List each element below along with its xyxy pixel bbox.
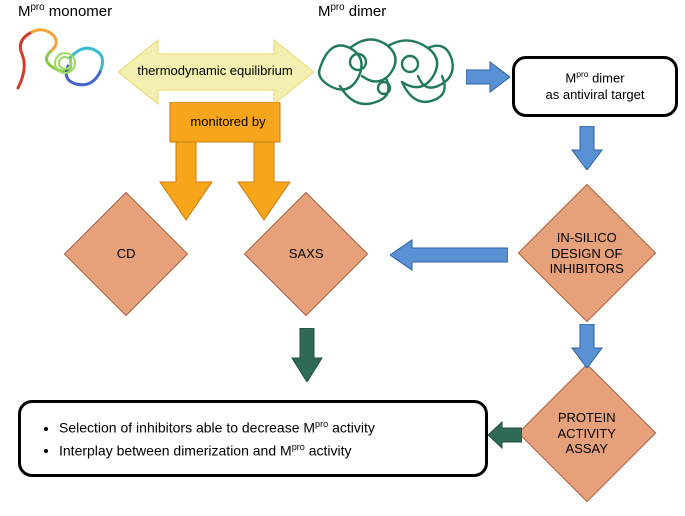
equilibrium-label: thermodynamic equilibrium [130, 63, 300, 78]
protein-monomer-icon [10, 18, 120, 108]
diagram-canvas: Mpro monomer Mpro dimer [0, 0, 685, 516]
antiviral-target-box: Mpro dimer as antiviral target [512, 56, 678, 117]
results-box: Selection of inhibitors able to decrease… [18, 400, 488, 477]
arrow-insilico-to-saxs [390, 238, 508, 272]
arrow-assay-to-results [488, 420, 522, 450]
results-bullet-2: Interplay between dimerization and Mpro … [59, 442, 469, 459]
diamond-insilico-label: IN-SILICO DESIGN OF INHIBITORS [539, 230, 635, 277]
diamond-insilico: IN-SILICO DESIGN OF INHIBITORS [518, 184, 657, 323]
diamond-assay: PROTEIN ACTIVITY ASSAY [518, 364, 657, 503]
arrow-insilico-to-assay [570, 324, 604, 368]
arrow-saxs-to-results [290, 328, 324, 382]
diamond-assay-label: PROTEIN ACTIVITY ASSAY [539, 410, 635, 457]
arrow-target-to-insilico [570, 126, 604, 170]
diamond-saxs-label: SAXS [263, 246, 349, 262]
results-bullet-1: Selection of inhibitors able to decrease… [59, 419, 469, 436]
diamond-cd-label: CD [83, 246, 169, 262]
arrow-dimer-to-target [466, 60, 510, 94]
monitored-by-label: monitored by [178, 114, 278, 129]
